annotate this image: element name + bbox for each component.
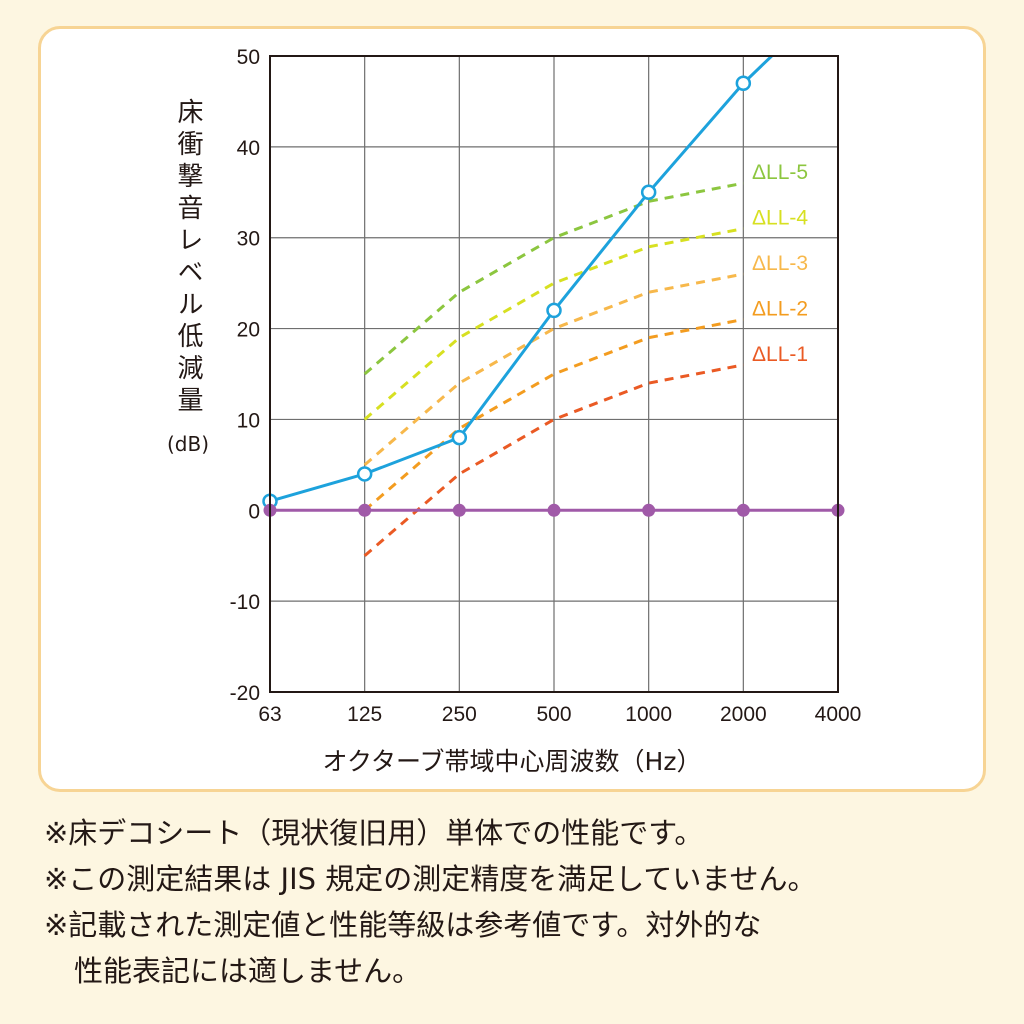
legend-entry: ΔLL-1 <box>752 343 808 366</box>
legend: ΔLL-5 ΔLL-4 ΔLL-3 ΔLL-2 ΔLL-1 <box>752 161 808 366</box>
chart-panel <box>38 26 986 792</box>
x-tick-label: 2000 <box>720 703 767 726</box>
data-point <box>451 429 468 446</box>
note-line: ※記載された測定値と性能等級は参考値です。対外的な <box>44 908 762 942</box>
y-tick-label: -20 <box>230 682 260 705</box>
y-tick-label: 10 <box>237 409 260 432</box>
x-axis-label: オクターブ帯域中心周波数（Hz） <box>322 747 702 776</box>
data-point <box>358 503 372 517</box>
y-tick-label: 50 <box>237 46 260 69</box>
data-point <box>735 75 752 92</box>
data-point <box>640 184 657 201</box>
series-line-ΔLL-1 <box>363 363 744 557</box>
note-line: ※この測定結果は JIS 規定の測定精度を満足していません。 <box>44 862 817 896</box>
y-axis-unit: (dB) <box>166 432 210 456</box>
series-line-ΔLL-5 <box>363 181 744 376</box>
legend-entry: ΔLL-2 <box>752 297 808 320</box>
y-tick-label: -10 <box>230 591 260 614</box>
series-line-ΔLL-4 <box>363 227 744 421</box>
data-point <box>736 503 750 517</box>
x-tick-label: 250 <box>442 703 477 726</box>
data-point <box>547 503 561 517</box>
note-line: 性能表記には適しません。 <box>74 954 422 988</box>
x-tick-label: 1000 <box>625 703 672 726</box>
data-point <box>642 503 656 517</box>
note-line: ※床デコシート（現状復旧用）単体での性能です。 <box>44 816 704 850</box>
x-tick-label: 125 <box>347 703 382 726</box>
y-tick-label: 0 <box>248 500 260 523</box>
x-tick-label: 4000 <box>815 703 862 726</box>
y-tick-labels: 50 40 30 20 10 0 -10 -20 <box>230 46 260 705</box>
series-line-ΔLL-2 <box>363 318 744 512</box>
x-tick-labels: 63 125 250 500 1000 2000 4000 <box>258 703 861 726</box>
x-tick-label: 63 <box>258 703 281 726</box>
data-point <box>452 503 466 517</box>
notes: ※床デコシート（現状復旧用）単体での性能です。 ※この測定結果は JIS 規定の… <box>44 810 1004 994</box>
y-tick-label: 20 <box>237 319 260 342</box>
legend-entry: ΔLL-4 <box>752 207 808 230</box>
legend-entry: ΔLL-3 <box>752 252 808 275</box>
legend-entry: ΔLL-5 <box>752 161 808 184</box>
grid <box>269 55 839 693</box>
y-tick-label: 40 <box>237 137 260 160</box>
y-axis-title: 床衝撃音レベル低減量 (dB) <box>158 98 218 456</box>
y-axis-label: 床衝撃音レベル低減量 <box>173 98 203 418</box>
y-tick-label: 30 <box>237 228 260 251</box>
data-point <box>356 466 373 482</box>
plot-frame <box>269 55 839 693</box>
series-line-ΔLL-3 <box>363 272 744 466</box>
x-tick-label: 500 <box>536 703 571 726</box>
data-point <box>546 302 562 319</box>
